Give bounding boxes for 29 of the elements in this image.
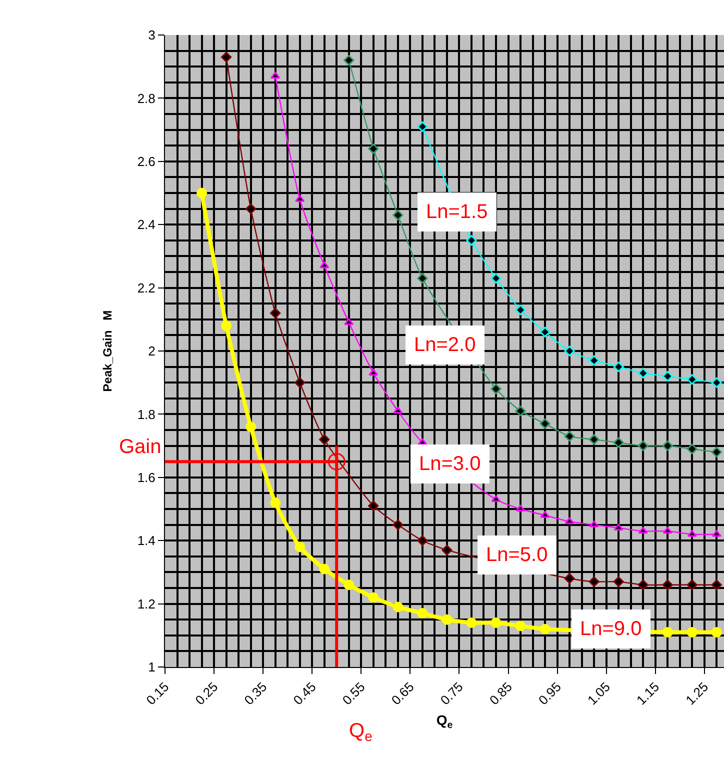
annotation: Ln=2.0	[414, 334, 476, 356]
y-tick-label: 2.2	[137, 280, 156, 296]
x-tick-label: 0.65	[388, 679, 417, 708]
y-tick-label: 2.4	[137, 217, 156, 232]
x-tick-label: 0.35	[241, 679, 270, 708]
y-tick-label: 2.6	[137, 154, 156, 169]
y-tick-label: 1.4	[137, 533, 156, 548]
x-tick-label: 0.45	[290, 679, 319, 708]
y-tick-label: 1.2	[137, 596, 156, 612]
x-axis-title: Q$_{e}$	[436, 712, 454, 731]
y-tick-label: 2.8	[137, 90, 156, 106]
annotation: Ln=3.0	[419, 453, 481, 475]
annotation: Ln=5.0	[486, 544, 548, 566]
x-tick-label: 0.55	[339, 679, 368, 708]
x-tick-label: 0.25	[192, 679, 221, 708]
y-tick-label: 1.8	[137, 406, 156, 422]
x-tick-label: 0.95	[535, 679, 564, 708]
annotation: Gain	[119, 436, 162, 458]
x-tick-label: 0.15	[143, 679, 172, 708]
x-tick-label: 0.85	[486, 679, 515, 708]
y-tick-label: 1	[148, 660, 156, 675]
y-tick-label: 1.6	[137, 470, 156, 485]
y-axis-title: Peak_Gain M	[100, 310, 115, 392]
y-tick-label: 3	[148, 28, 156, 43]
text: Q$_{e}$	[349, 720, 373, 744]
y-tick-label: 2	[148, 344, 156, 359]
x-tick-label: 0.75	[437, 679, 466, 708]
annotation: Ln=1.5	[426, 201, 488, 223]
annotation: Ln=9.0	[580, 618, 642, 640]
